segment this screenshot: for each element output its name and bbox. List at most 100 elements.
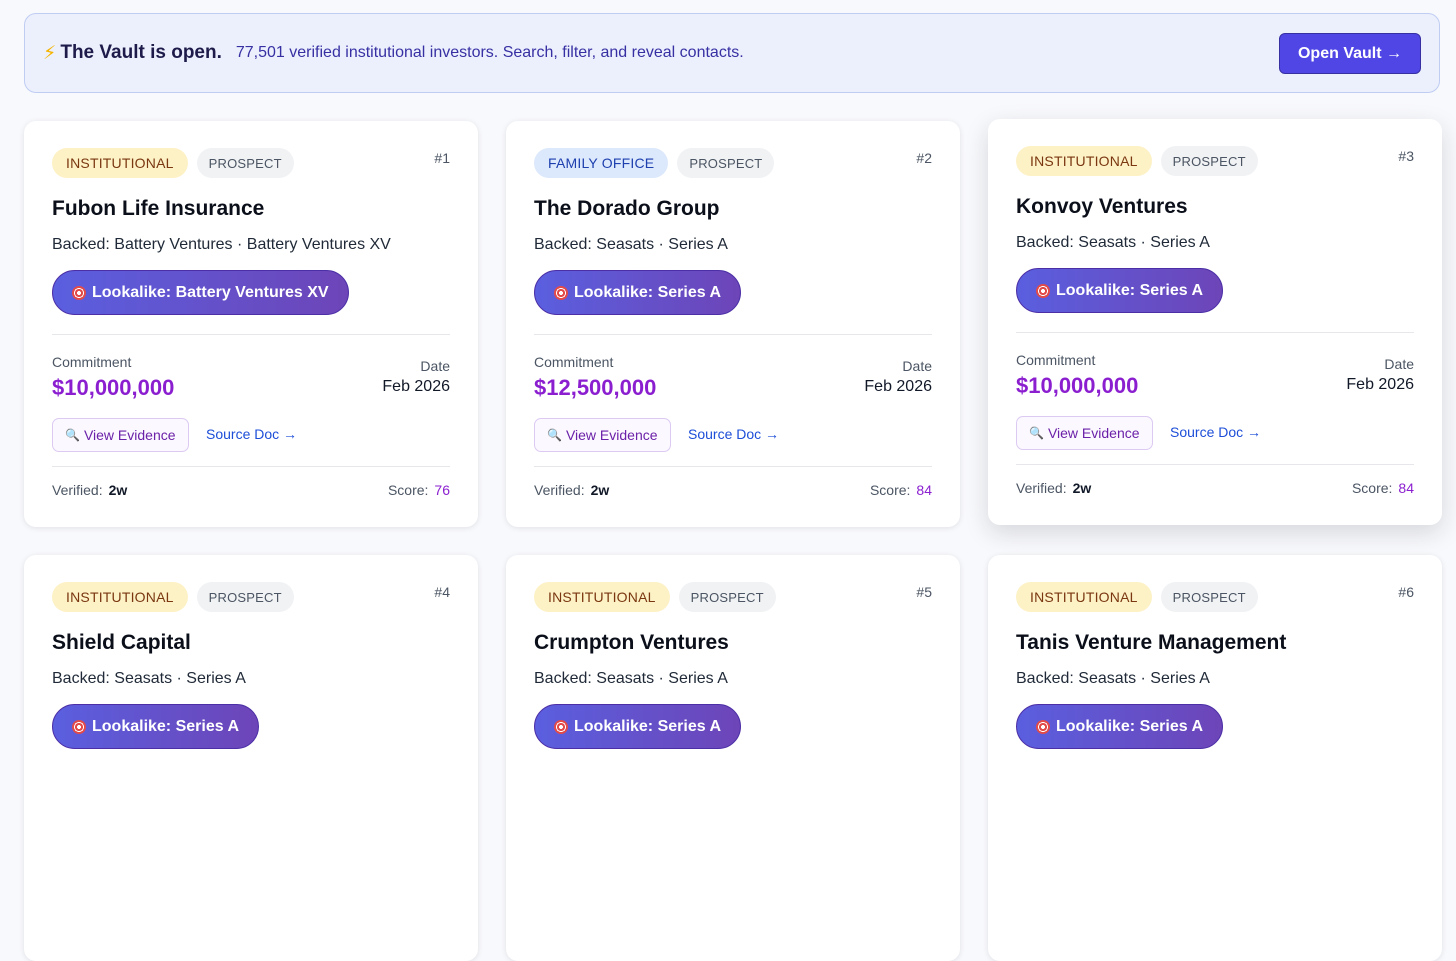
backed-line: Backed: Seasats · Series A xyxy=(1016,234,1210,252)
source-doc-link[interactable]: Source Doc → xyxy=(688,426,780,442)
lookalike-button[interactable]: Lookalike: Series A xyxy=(534,270,742,315)
investor-name: Fubon Life Insurance xyxy=(52,197,265,220)
type-tag: INSTITUTIONAL xyxy=(534,582,670,612)
commitment-value: $12,500,000 xyxy=(534,375,657,400)
magnifier-icon: 🔍 xyxy=(65,428,80,442)
score-line: Score: 84 xyxy=(1352,480,1414,496)
open-vault-button[interactable]: Open Vault → xyxy=(1279,33,1421,74)
rank-number: #3 xyxy=(1398,148,1414,164)
commitment-value: $10,000,000 xyxy=(52,375,175,400)
rank-number: #5 xyxy=(916,584,932,600)
verified-value: 2w xyxy=(108,482,128,498)
score-label: Score: xyxy=(387,482,429,498)
verified-value: 2w xyxy=(590,482,610,498)
score-value: 84 xyxy=(1398,480,1414,496)
score-label: Score: xyxy=(1351,480,1393,496)
magnifier-icon: 🔍 xyxy=(547,428,562,442)
backed-value: Seasats · Series A xyxy=(114,670,246,687)
source-doc-link[interactable]: Source Doc → xyxy=(206,426,298,442)
banner-subtitle: 77,501 verified institutional investors.… xyxy=(235,44,744,61)
status-tag: PROSPECT xyxy=(678,582,776,612)
investor-name: Shield Capital xyxy=(52,631,191,654)
backed-value: Seasats · Series A xyxy=(1078,234,1210,251)
investor-card[interactable]: INSTITUTIONAL PROSPECT #6 Tanis Venture … xyxy=(988,555,1442,961)
backed-line: Backed: Seasats · Series A xyxy=(1016,670,1210,688)
date-value: Feb 2026 xyxy=(864,378,932,395)
lookalike-button[interactable]: Lookalike: Battery Ventures XV xyxy=(52,270,349,315)
target-icon xyxy=(554,719,568,734)
lookalike-button[interactable]: Lookalike: Series A xyxy=(534,704,742,749)
target-icon xyxy=(72,719,86,734)
status-tag: PROSPECT xyxy=(196,582,294,612)
verified-label: Verified: xyxy=(52,482,103,498)
target-icon xyxy=(1036,283,1050,298)
investor-card[interactable]: FAMILY OFFICE PROSPECT #2 The Dorado Gro… xyxy=(506,121,960,527)
date-label: Date xyxy=(902,358,932,374)
lookalike-label: Lookalike: Battery Ventures XV xyxy=(92,283,329,301)
target-icon xyxy=(554,285,568,300)
type-tag: INSTITUTIONAL xyxy=(1016,146,1152,176)
type-tag: FAMILY OFFICE xyxy=(534,148,669,178)
backed-label: Backed: xyxy=(534,236,592,253)
commitment-label: Commitment xyxy=(1016,352,1096,368)
backed-value: Battery Ventures · Battery Ventures XV xyxy=(114,236,391,253)
backed-value: Seasats · Series A xyxy=(596,670,728,687)
lookalike-label: Lookalike: Series A xyxy=(574,283,722,301)
verified-label: Verified: xyxy=(1016,480,1067,496)
backed-line: Backed: Seasats · Series A xyxy=(534,236,728,254)
investor-card[interactable]: INSTITUTIONAL PROSPECT #3 Konvoy Venture… xyxy=(988,119,1442,525)
backed-label: Backed: xyxy=(1016,234,1074,251)
magnifier-icon: 🔍 xyxy=(1029,426,1044,440)
lookalike-button[interactable]: Lookalike: Series A xyxy=(52,704,260,749)
rank-number: #6 xyxy=(1398,584,1414,600)
rank-number: #4 xyxy=(434,584,450,600)
lookalike-button[interactable]: Lookalike: Series A xyxy=(1016,268,1224,313)
commitment-value: $10,000,000 xyxy=(1016,373,1139,398)
lookalike-label: Lookalike: Series A xyxy=(574,717,722,735)
backed-label: Backed: xyxy=(52,236,110,253)
lightning-bolt-icon: ⚡ xyxy=(43,42,57,64)
divider xyxy=(1016,464,1414,465)
investor-card[interactable]: INSTITUTIONAL PROSPECT #4 Shield Capital… xyxy=(24,555,478,961)
type-tag: INSTITUTIONAL xyxy=(52,582,188,612)
divider xyxy=(1016,332,1414,333)
backed-value: Seasats · Series A xyxy=(1078,670,1210,687)
view-evidence-button[interactable]: 🔍 View Evidence xyxy=(1016,416,1153,450)
score-value: 76 xyxy=(434,482,450,498)
view-evidence-button[interactable]: 🔍 View Evidence xyxy=(534,418,671,452)
investor-name: Crumpton Ventures xyxy=(534,631,729,654)
lookalike-button[interactable]: Lookalike: Series A xyxy=(1016,704,1224,749)
date-value: Feb 2026 xyxy=(382,378,450,395)
divider xyxy=(52,466,450,467)
commitment-label: Commitment xyxy=(52,354,132,370)
investor-name: Konvoy Ventures xyxy=(1016,195,1188,218)
investor-card[interactable]: INSTITUTIONAL PROSPECT #1 Fubon Life Ins… xyxy=(24,121,478,527)
verified-label: Verified: xyxy=(534,482,585,498)
investor-name: Tanis Venture Management xyxy=(1016,631,1287,654)
status-tag: PROSPECT xyxy=(1160,582,1258,612)
view-evidence-button[interactable]: 🔍 View Evidence xyxy=(52,418,189,452)
status-tag: PROSPECT xyxy=(196,148,294,178)
investor-card[interactable]: INSTITUTIONAL PROSPECT #5 Crumpton Ventu… xyxy=(506,555,960,961)
view-evidence-label: View Evidence xyxy=(83,427,176,443)
divider xyxy=(52,334,450,335)
verified-line: Verified: 2w xyxy=(534,482,609,498)
date-value: Feb 2026 xyxy=(1346,376,1414,393)
backed-line: Backed: Seasats · Series A xyxy=(534,670,728,688)
view-evidence-label: View Evidence xyxy=(565,427,658,443)
score-line: Score: 84 xyxy=(870,482,932,498)
commitment-label: Commitment xyxy=(534,354,614,370)
backed-label: Backed: xyxy=(1016,670,1074,687)
date-label: Date xyxy=(420,358,450,374)
score-label: Score: xyxy=(869,482,911,498)
type-tag: INSTITUTIONAL xyxy=(52,148,188,178)
divider xyxy=(534,334,932,335)
verified-line: Verified: 2w xyxy=(1016,480,1091,496)
target-icon xyxy=(1036,719,1050,734)
target-icon xyxy=(72,285,86,300)
vault-banner: ⚡ The Vault is open. 77,501 verified ins… xyxy=(24,13,1440,93)
date-label: Date xyxy=(1384,356,1414,372)
lookalike-label: Lookalike: Series A xyxy=(1056,717,1204,735)
source-doc-link[interactable]: Source Doc → xyxy=(1170,424,1262,440)
status-tag: PROSPECT xyxy=(677,148,775,178)
